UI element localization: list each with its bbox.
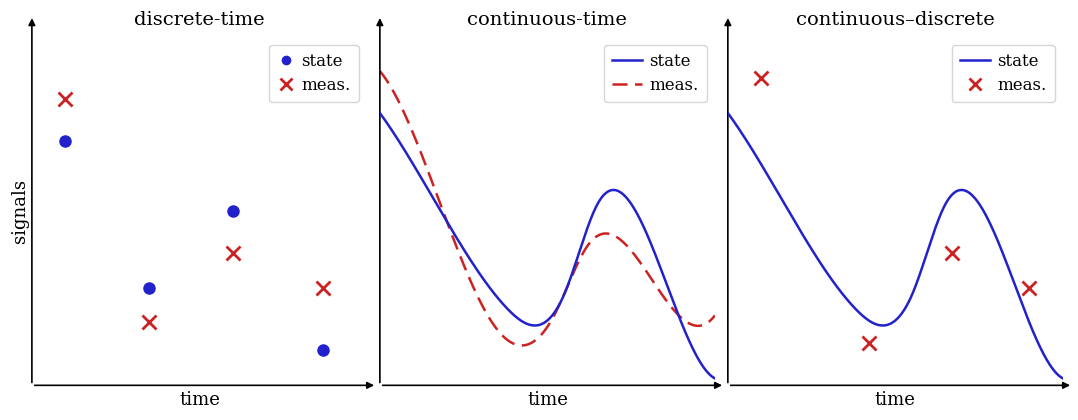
Y-axis label: signals: signals xyxy=(11,179,29,243)
X-axis label: time: time xyxy=(179,391,220,409)
Title: continuous–discrete: continuous–discrete xyxy=(796,11,995,29)
Legend: state, meas.: state, meas. xyxy=(604,45,706,102)
Title: discrete-time: discrete-time xyxy=(134,11,265,29)
X-axis label: time: time xyxy=(875,391,916,409)
X-axis label: time: time xyxy=(527,391,568,409)
Title: continuous-time: continuous-time xyxy=(468,11,627,29)
Legend: state, meas.: state, meas. xyxy=(952,45,1054,102)
Legend: state, meas.: state, meas. xyxy=(270,45,359,102)
